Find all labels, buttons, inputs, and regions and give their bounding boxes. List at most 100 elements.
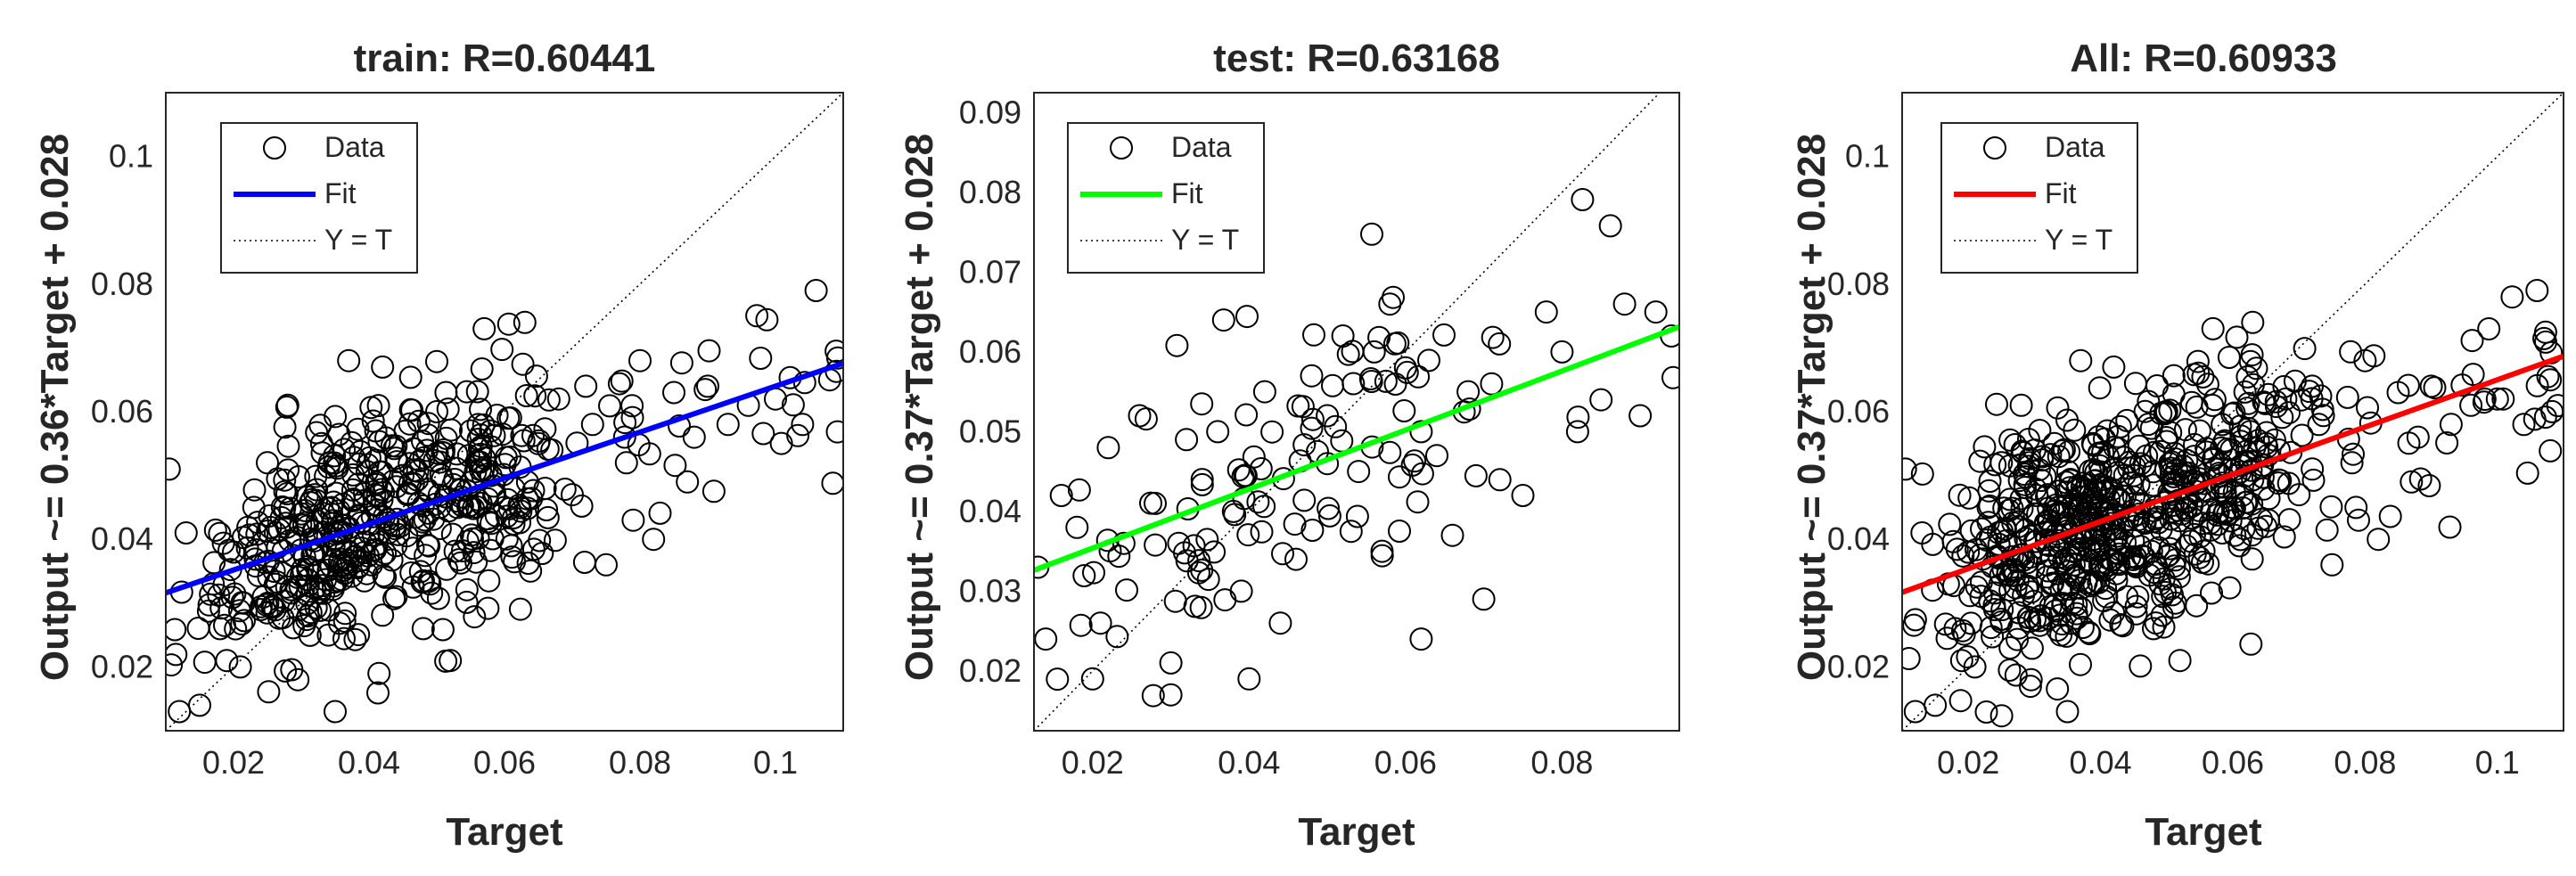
data-point [580,413,604,437]
fit-line [1902,353,2564,595]
data-point [1910,462,1934,486]
data-point [1432,323,1456,347]
data-point [2058,468,2082,491]
data-point [276,458,300,482]
data-point [546,387,570,411]
data-point [1112,531,1136,555]
data-point [1902,647,1921,670]
data-point [213,613,236,637]
y-tick-label: 0.08 [91,266,153,302]
data-point [1374,369,1398,393]
data-point [2491,387,2515,411]
data-point [1902,457,1917,481]
data-point [1403,449,1427,473]
data-point [2183,432,2206,456]
legend-marker-data [1983,136,2006,160]
data-point [1933,612,1957,636]
panel-title: test: R=0.63168 [1213,37,1500,80]
x-axis-label: Target [446,810,563,854]
data-point [1989,704,2014,728]
data-point [1300,416,1324,440]
data-point [2203,388,2227,412]
data-point [1948,483,1972,507]
data-point [437,499,461,523]
data-point [1417,348,1440,373]
data-point [408,560,432,584]
data-point [1565,420,1589,444]
data-point [2046,396,2070,420]
legend: Data Fit Y = T [1067,122,1265,274]
data-point [2340,451,2364,475]
data-point [1902,613,1926,637]
data-point [507,494,531,518]
data-point [2161,583,2184,607]
x-tick-label: 0.08 [1530,744,1593,781]
data-point [2070,485,2094,509]
data-point [333,602,357,626]
data-point [521,479,546,503]
data-point [648,501,672,525]
data-point [2236,364,2260,389]
data-point [202,551,226,575]
legend-label: Fit [2045,177,2077,209]
data-point [1190,558,1214,582]
data-point [508,597,532,621]
data-point [2217,346,2241,369]
data-point [321,577,345,602]
data-point [324,454,349,478]
data-point [1226,458,1251,482]
data-point [1511,484,1535,507]
data-point [2211,413,2235,437]
legend-label: Data [324,131,385,163]
data-point [1425,444,1448,468]
y-tick-label: 0.09 [959,94,1021,130]
data-point [2477,317,2501,340]
data-point [356,453,380,477]
data-point [2272,525,2296,549]
data-point [502,512,526,536]
data-point [2378,504,2402,528]
y-tick-labels: 0.02 0.03 0.04 0.05 0.06 0.07 0.08 0.09 [959,94,1679,689]
data-point [2037,607,2061,630]
data-point [280,658,304,682]
data-point [502,477,526,501]
data-point [2400,470,2424,494]
data-point [2539,368,2563,392]
data-point [2254,421,2278,445]
data-point [2014,576,2039,600]
data-point [366,394,390,418]
legend-marker-data [263,136,286,160]
data-point [1300,407,1325,431]
data-point [1935,626,1959,651]
data-point [1190,468,1214,492]
data-point [2037,496,2061,520]
data-point [543,528,567,553]
data-point [366,681,390,705]
data-point [2040,520,2064,544]
fit-line [166,360,843,596]
data-point [1924,693,1948,717]
data-point [1410,462,1434,486]
data-point [2270,405,2294,430]
data-point [527,429,551,453]
data-point [371,603,395,627]
data-point [621,508,645,532]
data-point [1983,453,2007,477]
data-point [2228,528,2252,552]
data-point [513,310,537,334]
data-point [2051,594,2075,617]
legend-label: Data [2045,131,2105,163]
data-point [2241,310,2265,334]
data-point [2004,576,2028,600]
data-point [620,405,644,430]
y-tick-label: 0.06 [959,333,1021,370]
data-point [355,460,379,484]
data-point [2094,536,2118,560]
data-point [1612,292,1637,316]
data-point [323,444,347,468]
data-point [295,608,319,632]
data-point [2069,348,2093,373]
data-point [2228,414,2252,438]
data-point [628,348,652,373]
data-point [2200,497,2224,521]
